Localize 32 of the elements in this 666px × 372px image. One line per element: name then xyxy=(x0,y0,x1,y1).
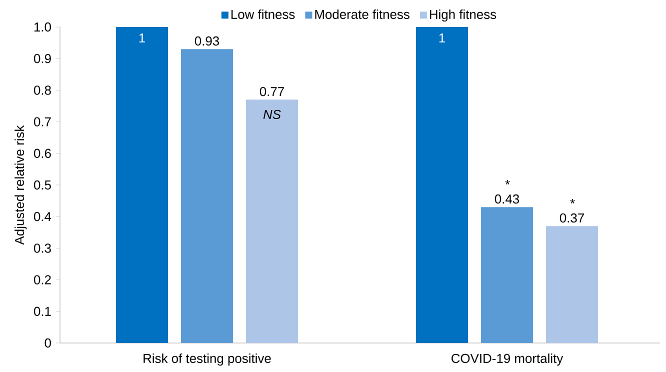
bar xyxy=(116,26,168,343)
legend-label: Moderate fitness xyxy=(315,9,410,19)
bar xyxy=(481,207,534,343)
y-tick-label: 0.3 xyxy=(34,244,51,253)
y-tick-label: 0.8 xyxy=(34,86,51,95)
data-label: 0.93 xyxy=(194,36,220,46)
y-tick-label: 1.0 xyxy=(34,22,51,32)
annotation: NS xyxy=(263,110,281,120)
data-label: 0.77 xyxy=(260,86,284,96)
bar xyxy=(181,49,234,343)
y-tick-label: 0.9 xyxy=(34,54,51,64)
data-label: 0.37 xyxy=(560,213,584,223)
data-label: 1 xyxy=(139,34,145,42)
bar xyxy=(416,26,468,343)
y-axis-title: Adjusted relative risk xyxy=(14,125,27,245)
bar xyxy=(246,100,298,343)
y-tick-label: 0.1 xyxy=(34,306,51,316)
y-tick-label: 0 xyxy=(44,338,51,348)
x-tick-label: COVID-19 mortality xyxy=(452,354,564,366)
annotation: * xyxy=(570,198,575,204)
y-tick-label: 0.2 xyxy=(34,275,51,284)
data-label: 1 xyxy=(439,34,445,42)
data-label: 0.43 xyxy=(494,194,520,204)
y-tick-label: 0.5 xyxy=(34,180,51,190)
legend-label: Low fitness xyxy=(231,9,295,19)
x-tick-label: Risk of testing positive xyxy=(144,354,271,366)
y-tick-label: 0.6 xyxy=(34,148,51,158)
bar xyxy=(546,226,598,343)
y-tick-label: 0.7 xyxy=(34,117,51,126)
y-tick-label: 0.4 xyxy=(34,212,52,222)
annotation: * xyxy=(505,180,510,185)
legend-label: High fitness xyxy=(430,9,496,22)
